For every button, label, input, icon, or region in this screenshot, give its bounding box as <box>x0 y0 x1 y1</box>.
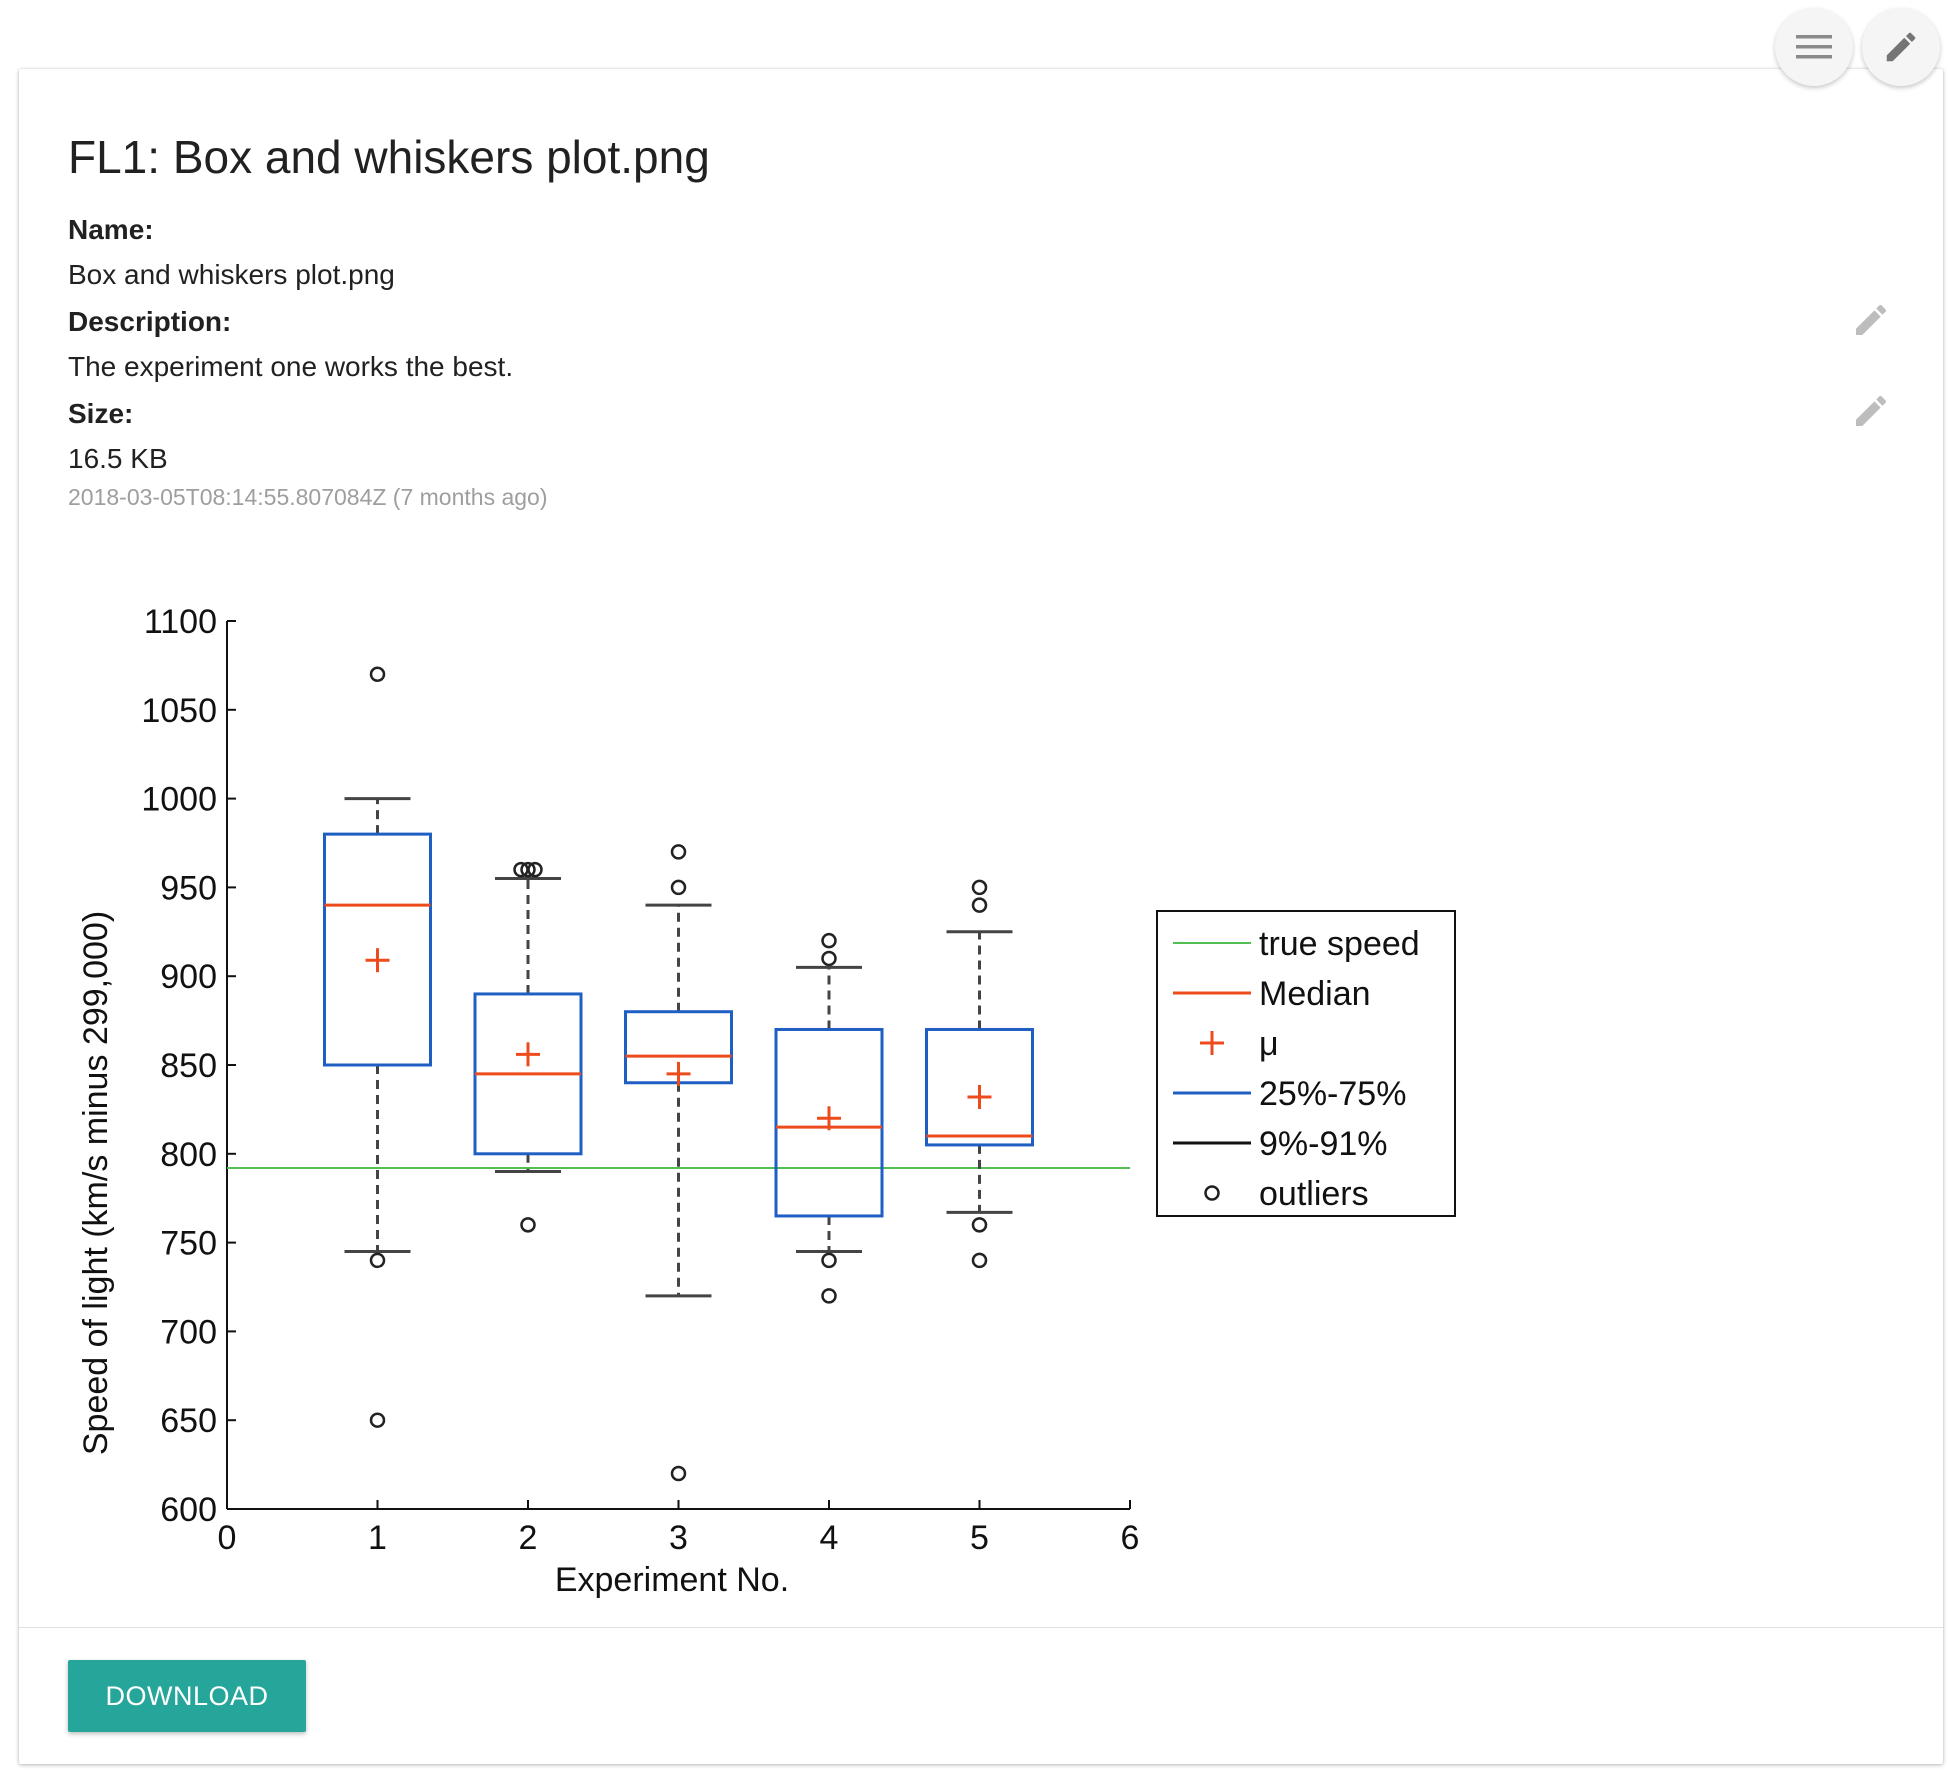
y-tick-label: 1100 <box>144 603 217 641</box>
x-tick-label: 4 <box>820 1519 839 1557</box>
legend-label: true speed <box>1259 925 1420 963</box>
box-5 <box>925 1027 1034 1147</box>
file-detail-card <box>19 69 1943 1764</box>
y-tick-label: 1050 <box>141 692 217 730</box>
y-tick-label: 800 <box>160 1136 217 1174</box>
download-button[interactable]: DOWNLOAD <box>68 1660 306 1732</box>
outlier-point <box>971 897 988 913</box>
outlier-point <box>369 1412 386 1428</box>
legend-label: 9%-91% <box>1259 1125 1388 1163</box>
x-tick-label: 0 <box>218 1519 237 1557</box>
outlier-point <box>971 879 988 896</box>
outlier-point <box>821 1252 837 1269</box>
outlier-point <box>821 1288 837 1304</box>
edit-description-pencil-icon[interactable] <box>1851 300 1891 340</box>
outlier-point <box>520 861 536 878</box>
outlier-point <box>369 666 386 683</box>
outlier-point <box>971 1252 988 1269</box>
menu-icon <box>1796 35 1832 59</box>
outlier-point <box>971 1217 988 1233</box>
pencil-icon <box>1886 32 1916 62</box>
box-plot-chart: Experiment No. Speed of light (km/s minu… <box>77 603 1456 1599</box>
box-4 <box>774 1027 884 1218</box>
outlier-point <box>527 861 543 878</box>
box-1 <box>323 832 432 1067</box>
name-value: Box and whiskers plot.png <box>68 259 395 290</box>
size-label: Size: <box>68 398 134 429</box>
outlier-point <box>369 1252 386 1269</box>
outlier-point <box>670 844 687 860</box>
edit-file-button[interactable] <box>1862 8 1940 86</box>
legend-label: outliers <box>1259 1175 1369 1213</box>
menu-button[interactable] <box>1775 8 1853 86</box>
outlier-point <box>821 950 837 967</box>
outlier-point <box>520 1217 536 1233</box>
mean-marker <box>516 1042 540 1067</box>
y-tick-label: 900 <box>160 958 217 996</box>
mean-marker <box>666 1061 691 1086</box>
x-tick-label: 3 <box>669 1519 688 1557</box>
legend-label: Median <box>1259 975 1371 1013</box>
timestamp: 2018-03-05T08:14:55.807084Z (7 months ag… <box>68 484 548 510</box>
x-tick-label: 2 <box>519 1519 538 1557</box>
legend-label: μ <box>1259 1025 1279 1063</box>
outlier-point <box>821 932 837 949</box>
y-tick-label: 700 <box>160 1313 217 1351</box>
x-tick-label: 6 <box>1121 1519 1140 1557</box>
page-title: FL1: Box and whiskers plot.png <box>68 131 710 183</box>
outlier-point <box>670 1465 687 1482</box>
y-tick-label: 1000 <box>141 781 217 819</box>
mean-marker <box>817 1106 841 1131</box>
mean-marker <box>365 948 390 973</box>
legend-label: 25%-75% <box>1259 1075 1406 1113</box>
mean-marker <box>967 1084 992 1109</box>
y-tick-label: 950 <box>160 869 217 907</box>
edit-size-pencil-icon[interactable] <box>1851 391 1891 431</box>
y-tick-label: 650 <box>160 1402 217 1440</box>
x-tick-label: 5 <box>970 1519 989 1557</box>
description-value: The experiment one works the best. <box>68 351 514 382</box>
y-tick-label: 850 <box>160 1047 217 1085</box>
x-tick-label: 1 <box>368 1519 387 1557</box>
y-tick-label: 750 <box>160 1225 217 1263</box>
name-label: Name: <box>68 214 154 245</box>
x-axis-label: Experiment No. <box>555 1561 789 1599</box>
legend-outlier-marker <box>1204 1185 1220 1201</box>
y-tick-label: 600 <box>160 1491 217 1529</box>
description-label: Description: <box>68 306 232 337</box>
size-value: 16.5 KB <box>68 443 168 474</box>
y-axis-label: Speed of light (km/s minus 299,000) <box>77 911 115 1455</box>
legend-mean-marker <box>1200 1031 1224 1055</box>
outlier-point <box>670 879 687 896</box>
footer-divider <box>19 1627 1943 1628</box>
legend-box <box>1156 910 1456 1217</box>
